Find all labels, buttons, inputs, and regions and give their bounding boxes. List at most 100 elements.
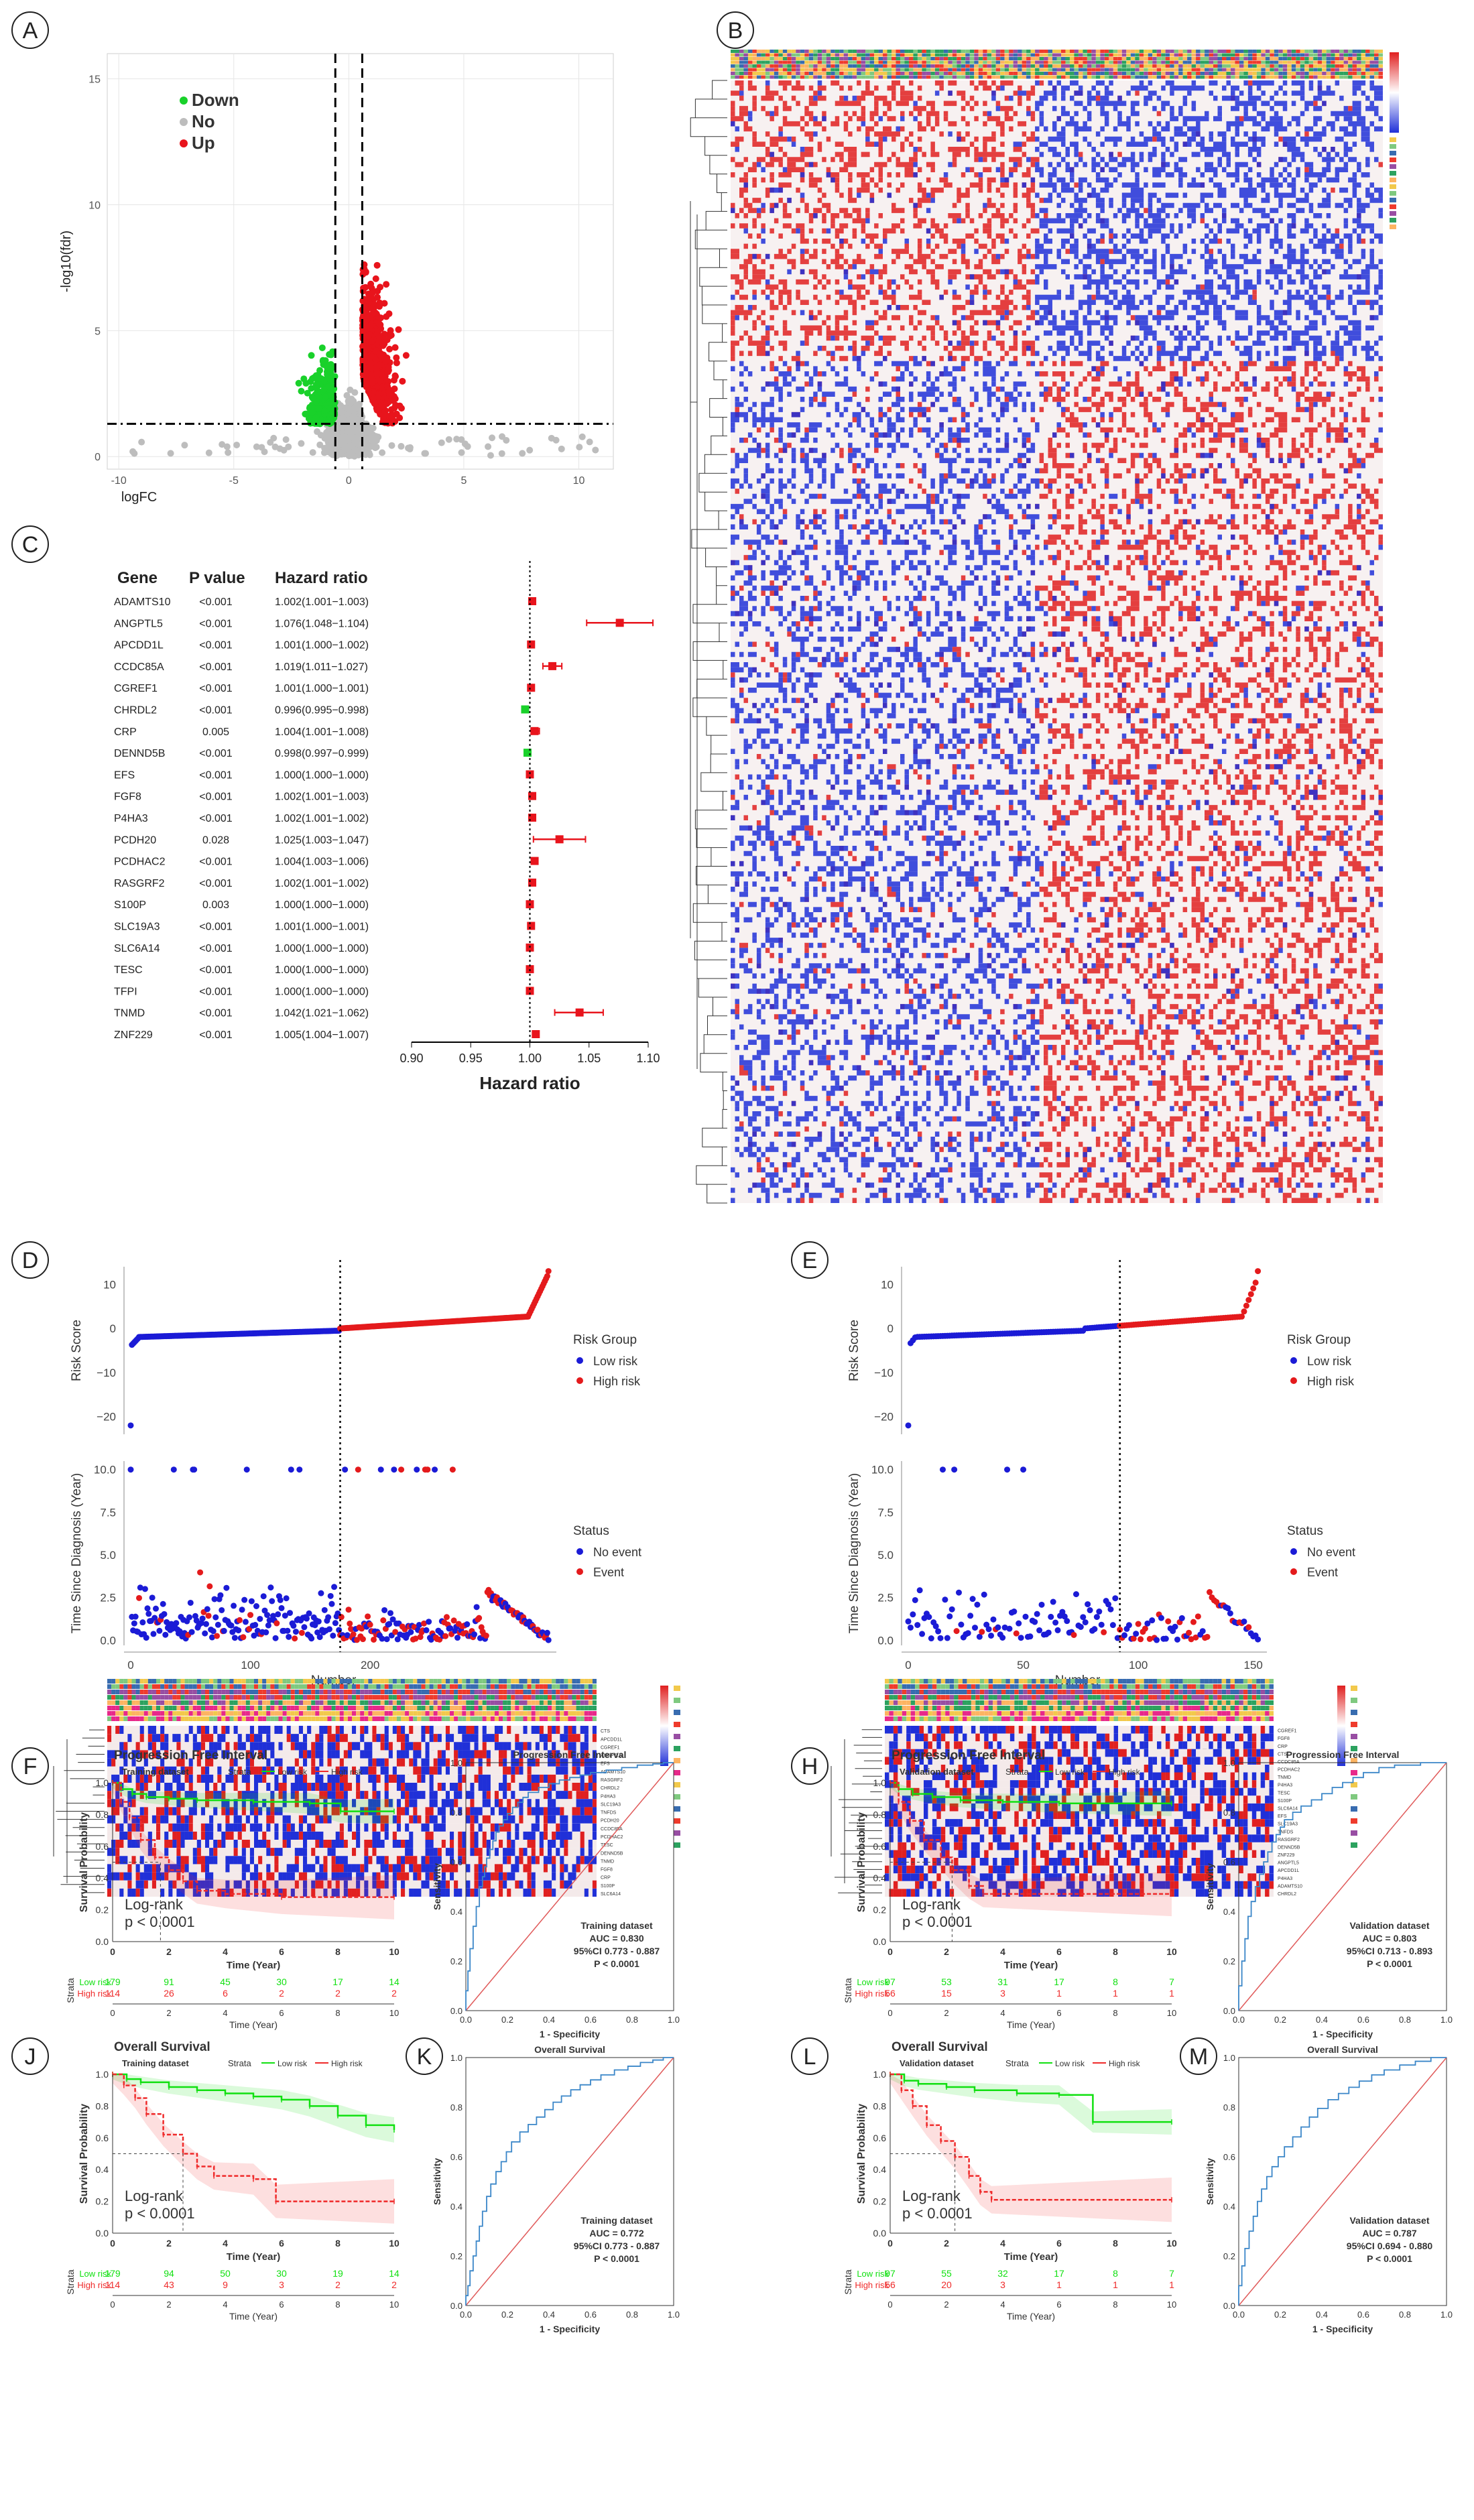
- annotation-cell: [1156, 68, 1162, 72]
- annotation-cell: [861, 64, 866, 68]
- annotation-cell: [1256, 64, 1262, 68]
- annotation-cell: [1308, 64, 1314, 68]
- annotation-cell: [869, 53, 875, 57]
- annotation-cell: [1339, 75, 1344, 79]
- annotation-cell: [1308, 53, 1314, 57]
- annotation-cell: [1317, 64, 1323, 68]
- annotation-cell: [1339, 53, 1344, 57]
- annotation-cell: [922, 64, 926, 68]
- panel-a-letter: A: [11, 11, 49, 49]
- annotation-cell: [564, 1679, 568, 1684]
- annotation-cell: [1074, 72, 1079, 75]
- annotation-cell: [1109, 75, 1113, 79]
- annotation-cell: [917, 64, 922, 68]
- point-no: [336, 424, 343, 432]
- annotation-cell: [874, 50, 879, 53]
- annotation-cell: [1230, 53, 1235, 57]
- annotation-cell: [787, 60, 792, 64]
- annotation-cell: [1357, 60, 1361, 64]
- annotation-cell: [1322, 64, 1327, 68]
- point-no: [327, 437, 334, 444]
- annotation-cell: [1152, 57, 1157, 60]
- status-point: [141, 1586, 148, 1592]
- legend-marker: [576, 1377, 583, 1384]
- annotation-cell: [852, 75, 857, 79]
- annotation-cell: [939, 60, 944, 64]
- annotation-cell: [1352, 57, 1357, 60]
- annotation-cell: [1018, 68, 1022, 72]
- annotation-cell: [1369, 50, 1375, 53]
- annotation-cell: [417, 1679, 422, 1684]
- annotation-cell: [869, 60, 875, 64]
- status-point: [272, 1635, 279, 1641]
- legend-label: Event: [593, 1566, 624, 1579]
- annotation-cell: [857, 64, 861, 68]
- annotation-cell: [831, 50, 835, 53]
- status-point: [332, 1620, 339, 1627]
- annotation-cell: [1126, 50, 1131, 53]
- annotation-cell: [160, 1679, 165, 1684]
- annotation-cell: [874, 57, 879, 60]
- annotation-cell: [1291, 50, 1296, 53]
- annotation-cell: [1300, 50, 1305, 53]
- annotation-cell: [857, 75, 861, 79]
- legend-marker: [180, 97, 188, 105]
- annotation-cell: [804, 64, 809, 68]
- annotation-cell: [1130, 57, 1135, 60]
- annotation-cell: [1030, 72, 1036, 75]
- annotation-cell: [1348, 57, 1353, 60]
- annotation-cell: [1060, 75, 1066, 79]
- point-up: [384, 383, 391, 390]
- point-no: [347, 442, 354, 449]
- annotation-cell: [756, 53, 761, 57]
- legend-marker: [180, 139, 188, 147]
- annotation-cell: [739, 50, 744, 53]
- annotation-cell: [1095, 64, 1101, 68]
- annotation-cell: [835, 68, 840, 72]
- point-no: [464, 443, 471, 450]
- annotation-cell: [774, 50, 779, 53]
- hr-marker: [532, 1030, 540, 1038]
- annotation-cell: [503, 1679, 507, 1684]
- annotation-cell: [1091, 50, 1096, 53]
- status-point: [143, 1635, 149, 1641]
- annotation-cell: [939, 50, 944, 53]
- annotation-cell: [817, 72, 822, 75]
- legend-swatch: [1390, 204, 1396, 209]
- legend-swatch: [1390, 171, 1396, 176]
- annotation-cell: [1126, 53, 1131, 57]
- status-point: [243, 1466, 250, 1473]
- annotation-cell: [286, 1679, 291, 1684]
- annotation-cell: [441, 1679, 446, 1684]
- p-value: <0.001: [199, 748, 232, 759]
- annotation-cell: [200, 1679, 205, 1684]
- annotation-cell: [1213, 75, 1218, 79]
- annotation-cell: [241, 1679, 246, 1684]
- annotation-cell: [957, 60, 961, 64]
- column-header: Gene: [117, 569, 158, 587]
- annotation-cell: [1243, 64, 1248, 68]
- annotation-cell: [1261, 57, 1266, 60]
- status-point: [247, 1612, 254, 1619]
- annotation-cell: [1252, 60, 1257, 64]
- annotation-cell: [1278, 57, 1283, 60]
- point-no: [270, 434, 278, 442]
- status-point: [288, 1466, 294, 1473]
- annotation-cell: [887, 50, 892, 53]
- x-tick-label: 0: [127, 1659, 133, 1672]
- annotation-cell: [1247, 68, 1253, 72]
- annotation-cell: [1069, 53, 1074, 57]
- annotation-cell: [808, 75, 814, 79]
- panel-letter: L: [804, 2044, 816, 2070]
- annotation-cell: [1048, 53, 1053, 57]
- annotation-cell: [1060, 53, 1066, 57]
- p-value: <0.001: [199, 878, 232, 889]
- annotation-cell: [1100, 64, 1105, 68]
- annotation-cell: [107, 1684, 112, 1689]
- annotation-cell: [1357, 53, 1361, 57]
- risk-y-tick: −10: [97, 1367, 116, 1379]
- annotation-cell: [119, 1684, 124, 1689]
- annotation-cell: [1261, 60, 1266, 64]
- annotation-cell: [987, 53, 992, 57]
- annotation-cell: [883, 72, 887, 75]
